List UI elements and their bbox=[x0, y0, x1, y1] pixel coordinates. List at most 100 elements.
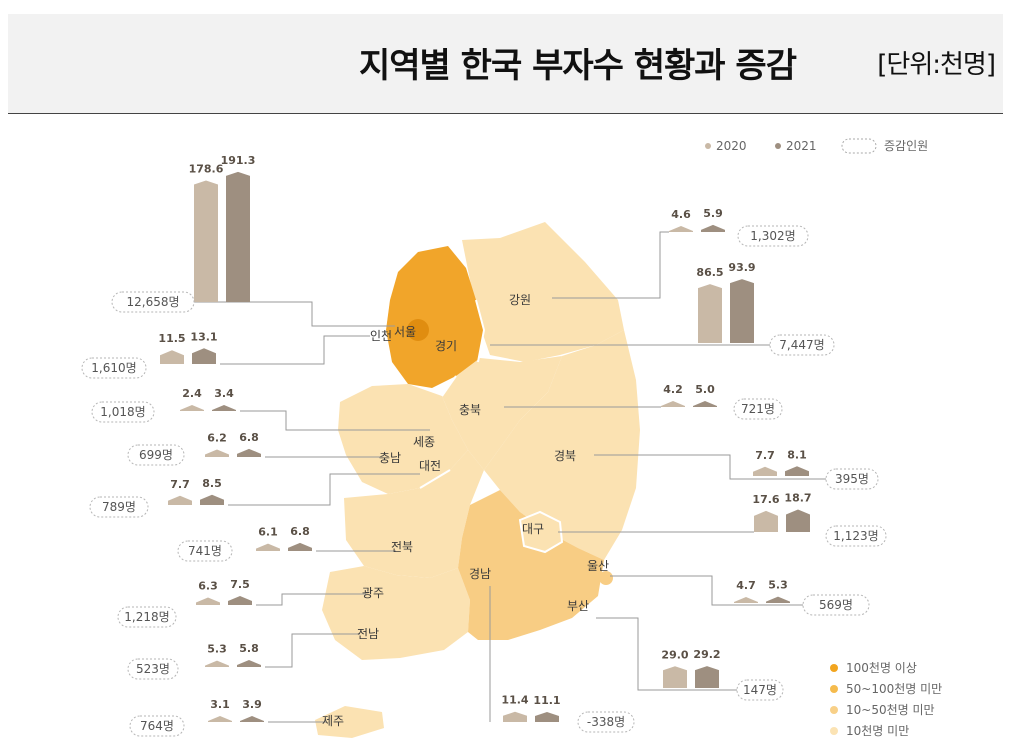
leader-line-seoul bbox=[194, 301, 395, 327]
value-label-chungbuk-2020: 4.2 bbox=[663, 383, 683, 396]
region-label-jeonbuk: 전북 bbox=[391, 540, 413, 554]
change-pill-chungbuk bbox=[733, 398, 783, 420]
tier-label-2: 10~50천명 미만 bbox=[846, 702, 935, 717]
change-pill-jeju bbox=[129, 715, 185, 737]
tier-swatch-1 bbox=[830, 685, 838, 693]
change-pill-sejong bbox=[91, 401, 155, 423]
region-label-incheon: 인천 bbox=[370, 328, 392, 343]
tier-label-3: 10천명 미만 bbox=[846, 723, 909, 738]
region-label-chungnam: 충남 bbox=[379, 451, 401, 465]
tier-swatch-3 bbox=[830, 727, 838, 735]
bar-jeonnam-2021 bbox=[237, 660, 261, 667]
change-label-gwangju: 1,218명 bbox=[124, 610, 169, 624]
leader-line-daejeon bbox=[228, 473, 420, 506]
value-label-gyeongbuk-2020: 7.7 bbox=[755, 449, 775, 462]
tier-swatch-0 bbox=[830, 664, 838, 672]
bar-jeju-2020 bbox=[208, 716, 232, 722]
bar-busan-2021 bbox=[695, 666, 719, 688]
bar-seoul-2021 bbox=[226, 171, 250, 302]
region-label-gangwon: 강원 bbox=[509, 293, 531, 307]
change-pill-gyeongnam bbox=[577, 711, 635, 733]
korea-map bbox=[315, 222, 640, 738]
value-label-chungnam-2020: 6.2 bbox=[207, 432, 227, 445]
leader-line-gyeongbuk bbox=[594, 454, 826, 480]
leader-line-incheon bbox=[220, 335, 370, 365]
region-label-gyeongnam: 경남 bbox=[469, 567, 491, 581]
legend-change-label: 증감인원 bbox=[884, 139, 928, 153]
value-label-chungnam-2021: 6.8 bbox=[239, 431, 259, 444]
change-pill-daejeon bbox=[89, 496, 149, 518]
bar-gangwon-2021 bbox=[701, 224, 725, 232]
value-label-gyeongnam-2021: 11.1 bbox=[533, 694, 560, 707]
change-label-gangwon: 1,302명 bbox=[750, 229, 795, 243]
value-label-sejong-2021: 3.4 bbox=[214, 387, 234, 400]
bar-jeju-2021 bbox=[240, 716, 264, 722]
value-label-jeju-2021: 3.9 bbox=[242, 698, 262, 711]
map-daegu bbox=[518, 510, 564, 554]
region-label-gyeongbuk: 경북 bbox=[554, 449, 576, 463]
bar-chungbuk-2021 bbox=[693, 401, 717, 407]
map-seoul bbox=[407, 319, 429, 341]
bar-seoul-2020 bbox=[194, 180, 218, 302]
bar-sejong-2020 bbox=[180, 405, 204, 411]
map-jeonnam bbox=[322, 566, 470, 660]
region-label-daegu: 대구 bbox=[522, 522, 544, 536]
change-label-jeju: 764명 bbox=[140, 719, 174, 733]
map-chungbuk bbox=[442, 356, 562, 470]
bar-gwangju-2020 bbox=[196, 597, 220, 605]
value-label-ulsan-2020: 4.7 bbox=[736, 579, 756, 592]
region-label-jeonnam: 전남 bbox=[357, 627, 379, 641]
bar-daejeon-2020 bbox=[168, 495, 192, 505]
bar-gyeongnam-2021 bbox=[535, 712, 559, 722]
bar-gyeongbuk-2021 bbox=[785, 466, 809, 476]
change-label-jeonnam: 523명 bbox=[136, 662, 170, 676]
change-label-chungbuk: 721명 bbox=[741, 402, 775, 416]
bar-chungnam-2020 bbox=[205, 449, 229, 457]
leader-line-ulsan bbox=[610, 575, 803, 606]
map-gyeongnam bbox=[458, 490, 604, 640]
region-label-sejong: 세종 bbox=[413, 435, 435, 449]
tier-swatch-2 bbox=[830, 706, 838, 714]
change-label-gyeonggi: 7,447명 bbox=[779, 338, 824, 352]
change-pill-incheon bbox=[81, 357, 147, 379]
change-pills: 12,658명 1,610명 1,302명 7,447명 1,018명 699명 789명 7… bbox=[81, 225, 887, 737]
value-label-gwangju-2020: 6.3 bbox=[198, 579, 218, 592]
legend-2021-swatch bbox=[775, 143, 781, 149]
title-divider bbox=[8, 113, 1003, 114]
change-label-ulsan: 569명 bbox=[819, 598, 853, 612]
tier-label-1: 50~100천명 미만 bbox=[846, 681, 942, 696]
value-label-daegu-2020: 17.6 bbox=[752, 493, 779, 506]
series-legend: 2020 2021 증감인원 bbox=[705, 138, 928, 154]
value-label-ulsan-2021: 5.3 bbox=[768, 579, 788, 592]
bar-daegu-2021 bbox=[786, 509, 810, 532]
value-label-gyeonggi-2021: 93.9 bbox=[728, 261, 755, 274]
bar-gyeongbuk-2020 bbox=[753, 466, 777, 476]
change-label-jeonbuk: 741명 bbox=[188, 544, 222, 558]
value-label-gyeongnam-2020: 11.4 bbox=[501, 694, 528, 707]
change-pill-daegu bbox=[825, 525, 887, 547]
map-ulsan-dot bbox=[599, 571, 613, 585]
bar-incheon-2020 bbox=[160, 350, 184, 364]
legend-2020-swatch bbox=[705, 143, 711, 149]
region-label-jeju: 제주 bbox=[322, 714, 344, 728]
title-banner bbox=[8, 14, 1003, 114]
value-label-seoul-2021: 191.3 bbox=[221, 154, 256, 167]
value-label-gangwon-2020: 4.6 bbox=[671, 208, 691, 221]
region-label-gwangju: 광주 bbox=[362, 586, 384, 600]
tier-label-0: 100천명 이상 bbox=[846, 660, 917, 675]
leader-line-gangwon bbox=[552, 231, 669, 299]
bar-gyeongnam-2020 bbox=[503, 711, 527, 722]
value-label-seoul-2020: 178.6 bbox=[189, 163, 224, 176]
leader-lines bbox=[194, 231, 826, 723]
bar-sejong-2021 bbox=[212, 405, 236, 411]
change-pill-jeonnam bbox=[127, 658, 179, 680]
value-label-jeju-2020: 3.1 bbox=[210, 698, 230, 711]
bar-gyeonggi-2020 bbox=[698, 284, 722, 343]
value-label-incheon-2021: 13.1 bbox=[190, 330, 217, 343]
value-label-gyeongbuk-2021: 8.1 bbox=[787, 448, 807, 461]
tier-legend: 100천명 이상 50~100천명 미만 10~50천명 미만 10천명 미만 bbox=[830, 660, 942, 738]
value-label-jeonbuk-2021: 6.8 bbox=[290, 525, 310, 538]
bar-ulsan-2021 bbox=[766, 596, 790, 603]
